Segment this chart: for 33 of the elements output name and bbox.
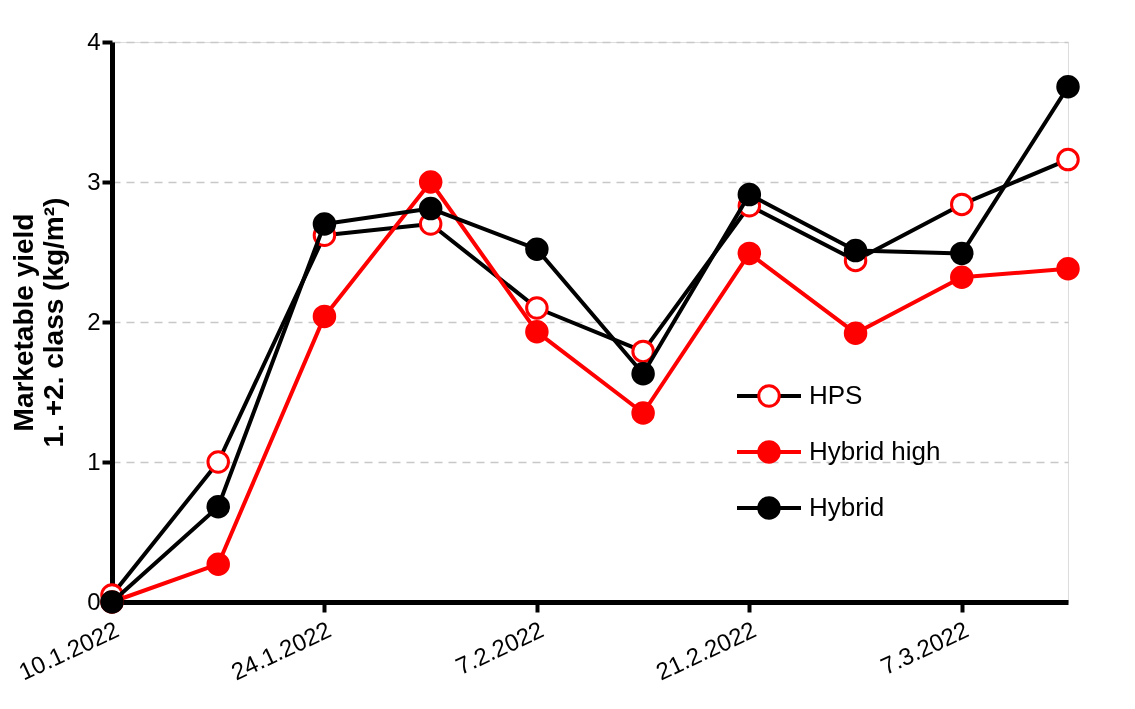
point: [1056, 75, 1080, 99]
point: [631, 401, 655, 425]
point: [206, 552, 230, 576]
point: [843, 321, 868, 345]
legend-label: HPS: [809, 380, 863, 410]
point: [206, 450, 230, 474]
point: [737, 241, 762, 266]
y-tick-label: 4: [87, 27, 101, 55]
y-tick-label: 1: [87, 447, 101, 475]
point: [312, 212, 337, 236]
point: [631, 339, 655, 364]
point: [950, 241, 974, 266]
point: [843, 238, 868, 263]
point: [525, 237, 549, 261]
legend-label: Hybrid high: [809, 436, 941, 466]
point: [418, 196, 443, 221]
y-tick-label: 3: [87, 167, 101, 195]
text: Marketable yield: [8, 213, 40, 432]
point: [1056, 257, 1080, 281]
point: [631, 362, 655, 386]
text: 1. +2. class (kg/m²): [38, 197, 70, 448]
point: [950, 192, 974, 217]
y-tick-label: 0: [87, 587, 101, 615]
y-tick-label: 2: [87, 307, 101, 335]
point: [418, 170, 443, 194]
point: [737, 182, 762, 207]
point: [525, 320, 549, 344]
point: [1056, 147, 1080, 172]
point: [950, 265, 974, 289]
point: [206, 495, 230, 519]
point: [312, 304, 337, 329]
legend-label: Hybrid: [809, 492, 885, 522]
point: [525, 296, 549, 320]
